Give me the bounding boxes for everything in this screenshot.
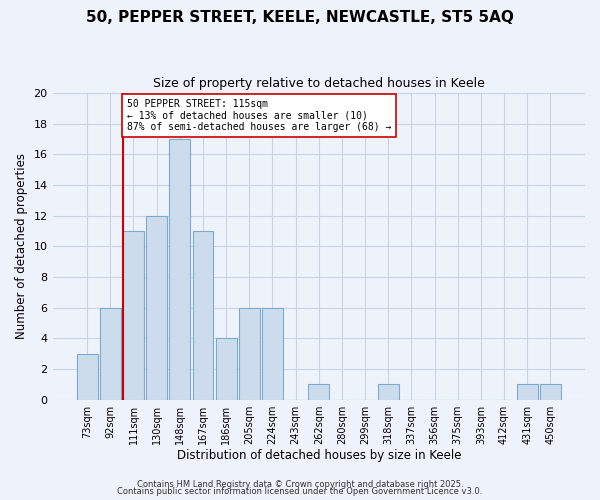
Bar [77, 354, 98, 400]
Bar [169, 139, 190, 400]
Bar [216, 338, 236, 400]
Bar [262, 308, 283, 400]
Text: 50 PEPPER STREET: 115sqm
← 13% of detached houses are smaller (10)
87% of semi-d: 50 PEPPER STREET: 115sqm ← 13% of detach… [127, 99, 391, 132]
Bar [146, 216, 167, 400]
Bar [540, 384, 561, 400]
Text: Contains public sector information licensed under the Open Government Licence v3: Contains public sector information licen… [118, 488, 482, 496]
Bar [308, 384, 329, 400]
X-axis label: Distribution of detached houses by size in Keele: Distribution of detached houses by size … [176, 450, 461, 462]
Y-axis label: Number of detached properties: Number of detached properties [15, 154, 28, 340]
Bar [239, 308, 260, 400]
Bar [517, 384, 538, 400]
Bar [193, 231, 214, 400]
Bar [378, 384, 398, 400]
Title: Size of property relative to detached houses in Keele: Size of property relative to detached ho… [153, 78, 485, 90]
Bar [100, 308, 121, 400]
Text: 50, PEPPER STREET, KEELE, NEWCASTLE, ST5 5AQ: 50, PEPPER STREET, KEELE, NEWCASTLE, ST5… [86, 10, 514, 25]
Bar [123, 231, 144, 400]
Text: Contains HM Land Registry data © Crown copyright and database right 2025.: Contains HM Land Registry data © Crown c… [137, 480, 463, 489]
